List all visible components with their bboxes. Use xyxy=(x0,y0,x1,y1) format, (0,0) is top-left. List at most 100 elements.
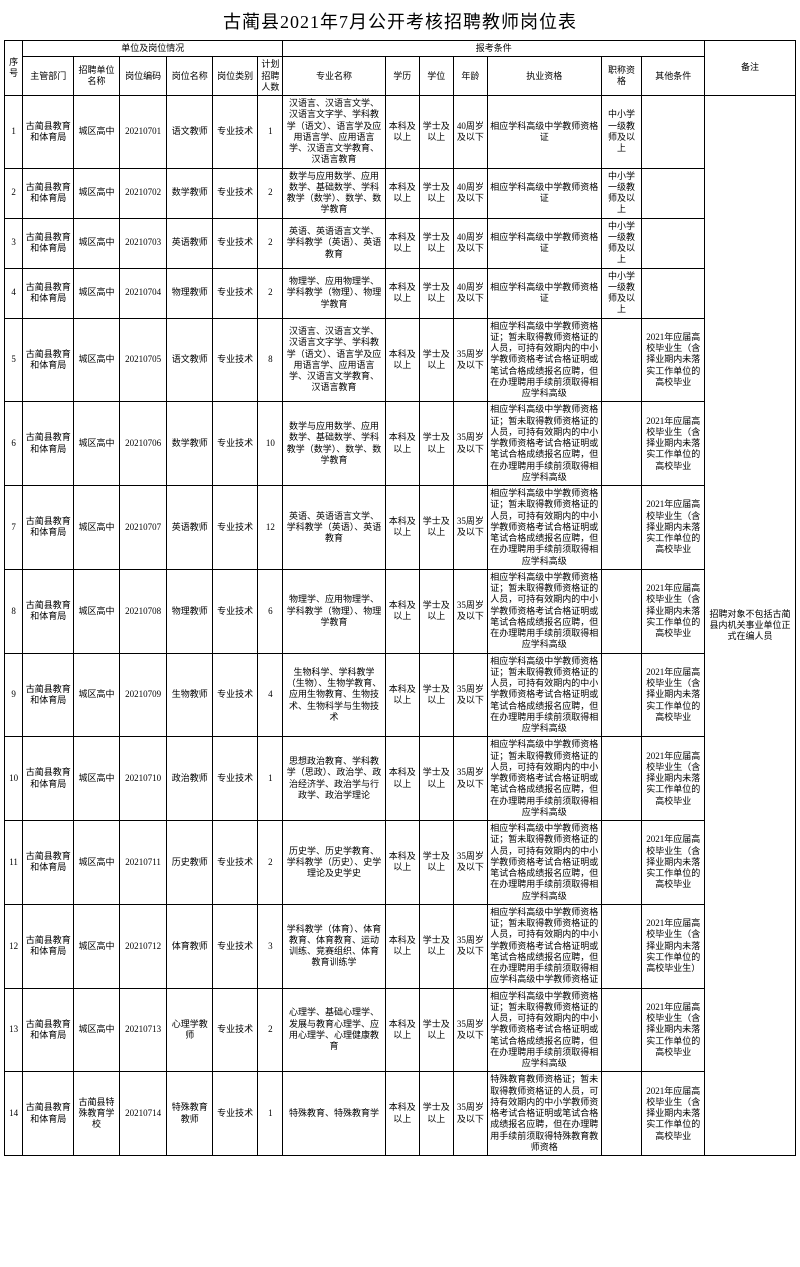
table-row: 14古蔺县教育和体育局古蔺县特殊教育学校20210714特殊教育教师专业技术1特… xyxy=(5,1072,796,1156)
cell-ptype: 专业技术 xyxy=(212,988,257,1072)
cell-unit: 城区高中 xyxy=(74,402,119,486)
cell-qual: 相应学科高级中学教师资格证 xyxy=(487,268,601,318)
cell-other: 2021年应届高校毕业生（含择业期内未落实工作单位的高校毕业 xyxy=(642,737,705,821)
cell-edu: 本科及以上 xyxy=(385,904,419,988)
cell-edu: 本科及以上 xyxy=(385,569,419,653)
cell-code: 20210704 xyxy=(119,268,167,318)
cell-pname: 物理教师 xyxy=(167,268,212,318)
cell-deg: 学士及以上 xyxy=(419,96,453,169)
cell-ptype: 专业技术 xyxy=(212,318,257,402)
cell-pname: 数学教师 xyxy=(167,168,212,218)
cell-pname: 心理学教师 xyxy=(167,988,212,1072)
cell-deg: 学士及以上 xyxy=(419,1072,453,1156)
cell-qual: 相应学科高级中学教师资格证 xyxy=(487,168,601,218)
cell-rank xyxy=(601,569,642,653)
cell-major: 汉语言、汉语言文学、汉语言文字学、学科教学（语文）、语言学及应用语言学、应用语言… xyxy=(283,318,385,402)
cell-ptype: 专业技术 xyxy=(212,218,257,268)
cell-dept: 古蔺县教育和体育局 xyxy=(23,168,74,218)
cell-qual: 相应学科高级中学教师资格证；暂未取得教师资格证的人员，可持有效期内的中小学教师资… xyxy=(487,486,601,570)
cell-age: 35周岁及以下 xyxy=(453,318,487,402)
cell-unit: 城区高中 xyxy=(74,653,119,737)
cell-idx: 4 xyxy=(5,268,23,318)
cell-other: 2021年应届高校毕业生（含择业期内未落实工作单位的高校毕业 xyxy=(642,318,705,402)
cell-deg: 学士及以上 xyxy=(419,653,453,737)
cell-ptype: 专业技术 xyxy=(212,653,257,737)
cell-age: 35周岁及以下 xyxy=(453,904,487,988)
cell-other: 2021年应届高校毕业生（含择业期内未落实工作单位的高校毕业 xyxy=(642,402,705,486)
cell-pname: 政治教师 xyxy=(167,737,212,821)
cell-other: 2021年应届高校毕业生（含择业期内未落实工作单位的高校毕业 xyxy=(642,988,705,1072)
cell-dept: 古蔺县教育和体育局 xyxy=(23,821,74,905)
cell-code: 20210712 xyxy=(119,904,167,988)
cell-dept: 古蔺县教育和体育局 xyxy=(23,569,74,653)
cell-rank: 中小学一级教师及以上 xyxy=(601,96,642,169)
th-ptype: 岗位类别 xyxy=(212,57,257,96)
cell-pname: 英语教师 xyxy=(167,486,212,570)
cell-qual: 相应学科高级中学教师资格证；暂未取得教师资格证的人员，可持有效期内的中小学教师资… xyxy=(487,821,601,905)
table-header: 序号 单位及岗位情况 报考条件 备注 主管部门 招聘单位名称 岗位编码 岗位名称… xyxy=(5,41,796,96)
cell-major: 学科教学（体育）、体育教育、体育教育、运动训练、竞赛组织、体育教育训练学 xyxy=(283,904,385,988)
cell-ptype: 专业技术 xyxy=(212,268,257,318)
cell-qual: 相应学科高级中学教师资格证；暂未取得教师资格证的人员，可持有效期内的中小学教师资… xyxy=(487,988,601,1072)
th-other: 其他条件 xyxy=(642,57,705,96)
cell-code: 20210709 xyxy=(119,653,167,737)
th-rank: 职称资格 xyxy=(601,57,642,96)
table-row: 9古蔺县教育和体育局城区高中20210709生物教师专业技术4生物科学、学科教学… xyxy=(5,653,796,737)
cell-major: 物理学、应用物理学、学科教学（物理）、物理学教育 xyxy=(283,268,385,318)
cell-qual: 特殊教育教师资格证；暂未取得教师资格证的人员，可持有效期内的中小学教师资格考试合… xyxy=(487,1072,601,1156)
cell-ptype: 专业技术 xyxy=(212,486,257,570)
cell-unit: 城区高中 xyxy=(74,268,119,318)
cell-ptype: 专业技术 xyxy=(212,96,257,169)
cell-pname: 物理教师 xyxy=(167,569,212,653)
cell-qual: 相应学科高级中学教师资格证；暂未取得教师资格证的人员，可持有效期内的中小学教师资… xyxy=(487,318,601,402)
th-age: 年龄 xyxy=(453,57,487,96)
cell-unit: 城区高中 xyxy=(74,318,119,402)
cell-other: 2021年应届高校毕业生（含择业期内未落实工作单位的高校毕业 xyxy=(642,569,705,653)
cell-rank xyxy=(601,1072,642,1156)
cell-other: 2021年应届高校毕业生（含择业期内未落实工作单位的高校毕业 xyxy=(642,653,705,737)
cell-code: 20210714 xyxy=(119,1072,167,1156)
cell-idx: 10 xyxy=(5,737,23,821)
cell-rank: 中小学一级教师及以上 xyxy=(601,218,642,268)
cell-age: 40周岁及以下 xyxy=(453,268,487,318)
cell-edu: 本科及以上 xyxy=(385,402,419,486)
page-title: 古蔺县2021年7月公开考核招聘教师岗位表 xyxy=(4,8,796,34)
cell-unit: 城区高中 xyxy=(74,486,119,570)
cell-count: 2 xyxy=(258,218,283,268)
cell-count: 8 xyxy=(258,318,283,402)
cell-dept: 古蔺县教育和体育局 xyxy=(23,653,74,737)
th-unit: 招聘单位名称 xyxy=(74,57,119,96)
cell-pname: 语文教师 xyxy=(167,318,212,402)
cell-pname: 生物教师 xyxy=(167,653,212,737)
cell-other: 2021年应届高校毕业生（含择业期内未落实工作单位的高校毕业 xyxy=(642,821,705,905)
cell-code: 20210707 xyxy=(119,486,167,570)
cell-pname: 语文教师 xyxy=(167,96,212,169)
cell-deg: 学士及以上 xyxy=(419,268,453,318)
th-idx: 序号 xyxy=(5,41,23,96)
table-row: 7古蔺县教育和体育局城区高中20210707英语教师专业技术12英语、英语语言文… xyxy=(5,486,796,570)
cell-rank xyxy=(601,486,642,570)
cell-major: 心理学、基础心理学、发展与教育心理学、应用心理学、心理健康教育 xyxy=(283,988,385,1072)
table-row: 10古蔺县教育和体育局城区高中20210710政治教师专业技术1思想政治教育、学… xyxy=(5,737,796,821)
cell-code: 20210708 xyxy=(119,569,167,653)
cell-count: 10 xyxy=(258,402,283,486)
cell-edu: 本科及以上 xyxy=(385,737,419,821)
cell-deg: 学士及以上 xyxy=(419,988,453,1072)
cell-age: 40周岁及以下 xyxy=(453,96,487,169)
th-edu: 学历 xyxy=(385,57,419,96)
cell-other xyxy=(642,96,705,169)
cell-deg: 学士及以上 xyxy=(419,168,453,218)
cell-idx: 7 xyxy=(5,486,23,570)
cell-edu: 本科及以上 xyxy=(385,96,419,169)
cell-edu: 本科及以上 xyxy=(385,486,419,570)
cell-count: 2 xyxy=(258,988,283,1072)
cell-count: 1 xyxy=(258,737,283,821)
cell-unit: 城区高中 xyxy=(74,96,119,169)
cell-code: 20210710 xyxy=(119,737,167,821)
table-row: 2古蔺县教育和体育局城区高中20210702数学教师专业技术2数学与应用数学、应… xyxy=(5,168,796,218)
cell-ptype: 专业技术 xyxy=(212,821,257,905)
cell-pname: 数学教师 xyxy=(167,402,212,486)
cell-code: 20210702 xyxy=(119,168,167,218)
table-row: 3古蔺县教育和体育局城区高中20210703英语教师专业技术2英语、英语语言文学… xyxy=(5,218,796,268)
cell-unit: 城区高中 xyxy=(74,821,119,905)
